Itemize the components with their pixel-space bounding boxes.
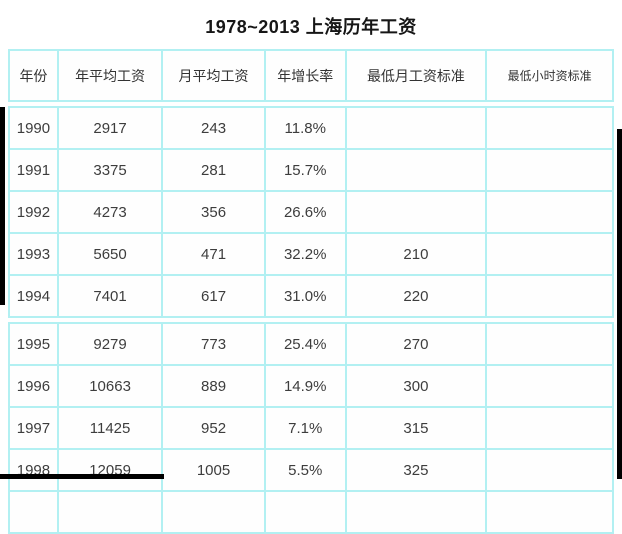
right-edge-capture-artifact [617,129,622,479]
table-row: 1997 11425 952 7.1% 315 [8,406,614,450]
page-title: 1978~2013 上海历年工资 [205,17,417,37]
table-cell: 356 [161,190,266,234]
table-cell: 4273 [56,190,164,234]
table-cell: 773 [161,322,266,366]
table-cell: 889 [161,364,266,408]
left-edge-capture-artifact [0,107,5,305]
table-row: 1993 5650 471 32.2% 210 [8,232,614,276]
table-cell: 10663 [56,364,164,408]
table-cell [344,106,488,150]
table-cell: 14.9% [263,364,347,408]
table-cell [485,232,614,276]
table-cell: 3375 [56,148,164,192]
column-header: 最低小时资标准 [485,49,614,102]
table-cell: 32.2% [263,232,347,276]
table-row [8,490,614,534]
wage-table-header: 年份 年平均工资 月平均工资 年增长率 最低月工资标准 最低小时资标准 [8,49,614,102]
table-cell: 9279 [56,322,164,366]
empty-cell [485,490,614,534]
column-header: 年份 [8,49,59,102]
table-row: 1998 12059 1005 5.5% 325 [8,448,614,492]
empty-cell [8,490,59,534]
table-cell: 1997 [8,406,59,450]
column-header: 年平均工资 [56,49,164,102]
table-row: 1991 3375 281 15.7% [8,148,614,192]
table-cell: 5.5% [263,448,347,492]
empty-cell [161,490,266,534]
table-row: 1992 4273 356 26.6% [8,190,614,234]
empty-cell [344,490,488,534]
column-header: 最低月工资标准 [344,49,488,102]
table-cell [485,406,614,450]
table-cell: 270 [344,322,488,366]
wage-table-segment-1: 1990 2917 243 11.8% 1991 3375 281 15.7% 1992 4273… [8,106,614,318]
table-cell: 1993 [8,232,59,276]
table-cell: 1991 [8,148,59,192]
table-cell [485,364,614,408]
table-cell: 1996 [8,364,59,408]
table-cell: 300 [344,364,488,408]
table-cell [485,106,614,150]
table-cell: 471 [161,232,266,276]
segment-2-body: 1995 9279 773 25.4% 270 1996 10663 889 14.9% 300 1… [8,322,614,534]
table-cell: 7401 [56,274,164,318]
table-cell: 25.4% [263,322,347,366]
table-cell: 15.7% [263,148,347,192]
table-cell: 1992 [8,190,59,234]
table-cell [485,148,614,192]
empty-cell [263,490,347,534]
table-row: 1995 9279 773 25.4% 270 [8,322,614,366]
table-cell: 11.8% [263,106,347,150]
table-cell [485,190,614,234]
table-cell: 31.0% [263,274,347,318]
table-cell [485,322,614,366]
table-cell: 210 [344,232,488,276]
table-cell: 7.1% [263,406,347,450]
table-row: 1990 2917 243 11.8% [8,106,614,150]
table-cell [485,448,614,492]
table-cell: 952 [161,406,266,450]
table-cell: 1994 [8,274,59,318]
bottom-edge-capture-artifact [0,474,164,479]
table-cell: 1990 [8,106,59,150]
column-header: 月平均工资 [161,49,266,102]
table-cell: 2917 [56,106,164,150]
table-cell: 315 [344,406,488,450]
table-cell: 5650 [56,232,164,276]
wage-table-segment-2: 1995 9279 773 25.4% 270 1996 10663 889 14.9% 300 1… [8,322,614,534]
table-row: 1994 7401 617 31.0% 220 [8,274,614,318]
table-cell: 325 [344,448,488,492]
table-cell: 617 [161,274,266,318]
table-cell [344,190,488,234]
empty-cell [56,490,164,534]
column-header: 年增长率 [263,49,347,102]
table-cell: 220 [344,274,488,318]
table-cell: 243 [161,106,266,150]
table-cell: 11425 [56,406,164,450]
table-cell: 1995 [8,322,59,366]
table-cell: 12059 [56,448,164,492]
table-cell: 26.6% [263,190,347,234]
table-cell [485,274,614,318]
table-cell: 1998 [8,448,59,492]
header-row: 年份 年平均工资 月平均工资 年增长率 最低月工资标准 最低小时资标准 [8,49,614,102]
table-row: 1996 10663 889 14.9% 300 [8,364,614,408]
table-cell: 281 [161,148,266,192]
segment-1-body: 1990 2917 243 11.8% 1991 3375 281 15.7% 1992 4273… [8,106,614,318]
table-cell [344,148,488,192]
table-cell: 1005 [161,448,266,492]
